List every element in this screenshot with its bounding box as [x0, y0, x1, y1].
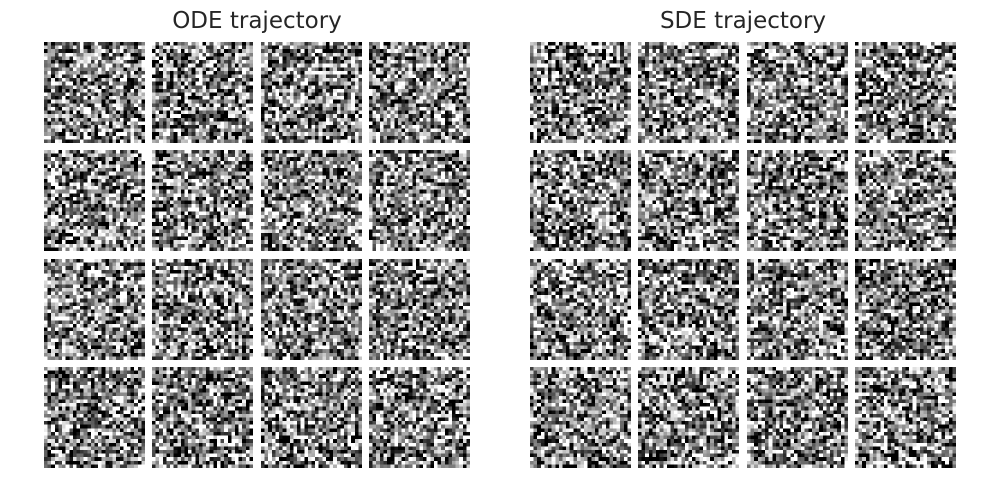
ode-sample-grid [44, 42, 470, 468]
sde-sample-tile [530, 42, 631, 143]
sde-panel-title: SDE trajectory [659, 8, 827, 34]
ode-sample-tile [44, 42, 145, 143]
ode-sample-tile [369, 367, 470, 468]
sde-sample-tile [747, 259, 848, 360]
ode-sample-tile [44, 259, 145, 360]
ode-sample-tile [261, 259, 362, 360]
ode-sample-tile [152, 42, 253, 143]
ode-sample-tile [261, 42, 362, 143]
ode-panel-title: ODE trajectory [172, 8, 342, 34]
ode-trajectory-panel: ODE trajectory [44, 0, 470, 500]
sde-sample-tile [747, 42, 848, 143]
sde-sample-tile [638, 367, 739, 468]
ode-sample-tile [261, 367, 362, 468]
sde-sample-tile [855, 150, 956, 251]
sde-sample-tile [855, 259, 956, 360]
sde-sample-tile [638, 259, 739, 360]
sde-sample-tile [638, 42, 739, 143]
sde-sample-grid [530, 42, 956, 468]
ode-sample-tile [261, 150, 362, 251]
ode-sample-tile [44, 367, 145, 468]
sde-sample-tile [855, 367, 956, 468]
sde-sample-tile [530, 259, 631, 360]
ode-sample-tile [152, 259, 253, 360]
ode-sample-tile [152, 367, 253, 468]
sde-sample-tile [747, 150, 848, 251]
sde-sample-tile [530, 367, 631, 468]
sde-sample-tile [855, 42, 956, 143]
sde-trajectory-panel: SDE trajectory [530, 0, 956, 500]
ode-sample-tile [369, 42, 470, 143]
ode-sample-tile [44, 150, 145, 251]
sde-sample-tile [638, 150, 739, 251]
ode-sample-tile [152, 150, 253, 251]
sde-sample-tile [747, 367, 848, 468]
ode-sample-tile [369, 259, 470, 360]
sde-sample-tile [530, 150, 631, 251]
ode-sample-tile [369, 150, 470, 251]
